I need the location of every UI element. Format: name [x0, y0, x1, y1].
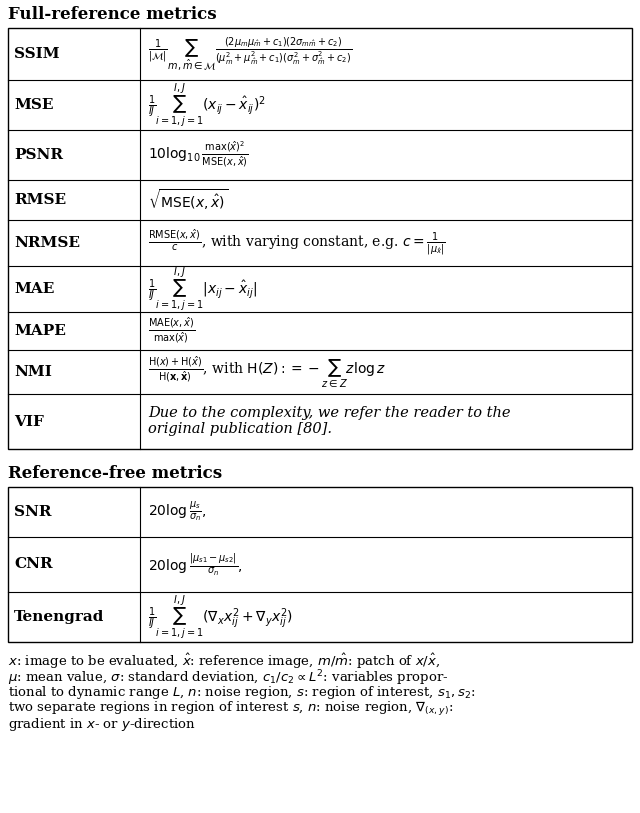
Bar	[8, 487, 632, 642]
Text: MAPE: MAPE	[14, 324, 66, 338]
Text: VIF: VIF	[14, 415, 44, 428]
Text: RMSE: RMSE	[14, 193, 66, 207]
Text: $\frac{1}{|\mathcal{M}|} \sum_{m,\hat{m}\in\mathcal{M}} \frac{(2\mu_m\mu_{\hat{m: $\frac{1}{|\mathcal{M}|} \sum_{m,\hat{m}…	[148, 35, 352, 72]
Text: SNR: SNR	[14, 505, 51, 519]
Text: $20\log\frac{\mu_s}{\sigma_n},$: $20\log\frac{\mu_s}{\sigma_n},$	[148, 500, 207, 524]
Text: tional to dynamic range $L$, $n$: noise region, $s$: region of interest, $s_1, s: tional to dynamic range $L$, $n$: noise …	[8, 684, 476, 701]
Text: $\frac{1}{IJ} \sum_{i=1,j=1}^{I,J}|x_{ij} - \hat{x}_{ij}|$: $\frac{1}{IJ} \sum_{i=1,j=1}^{I,J}|x_{ij…	[148, 265, 257, 313]
Text: Due to the complexity, we refer the reader to the: Due to the complexity, we refer the read…	[148, 406, 511, 420]
Text: Full-reference metrics: Full-reference metrics	[8, 6, 216, 23]
Text: two separate regions in region of interest $s$, $n$: noise region, $\nabla_{(x,y: two separate regions in region of intere…	[8, 700, 453, 718]
Text: $10\log_{10} \frac{\max(\hat{x})^2}{\mathrm{MSE}(x,\hat{x})}$: $10\log_{10} \frac{\max(\hat{x})^2}{\mat…	[148, 140, 249, 171]
Text: Tenengrad: Tenengrad	[14, 610, 104, 624]
Text: MAE: MAE	[14, 282, 54, 296]
Text: $20\log\frac{|\mu_{s1}-\mu_{s2}|}{\sigma_n},$: $20\log\frac{|\mu_{s1}-\mu_{s2}|}{\sigma…	[148, 551, 243, 578]
Text: $x$: image to be evaluated, $\hat{x}$: reference image, $m/\hat{m}$: patch of $x: $x$: image to be evaluated, $\hat{x}$: r…	[8, 652, 440, 672]
Text: MSE: MSE	[14, 98, 54, 112]
Bar	[8, 28, 632, 449]
Text: SSIM: SSIM	[14, 47, 60, 61]
Text: $\frac{1}{IJ} \sum_{i=1,j=1}^{I,J}(\nabla_x x_{ij}^2 + \nabla_y x_{ij}^2)$: $\frac{1}{IJ} \sum_{i=1,j=1}^{I,J}(\nabl…	[148, 593, 293, 641]
Text: NRMSE: NRMSE	[14, 236, 80, 250]
Text: Reference-free metrics: Reference-free metrics	[8, 465, 222, 482]
Text: $\frac{\mathrm{RMSE}(x,\hat{x})}{c}$, with varying constant, e.g. $c = \frac{1}{: $\frac{\mathrm{RMSE}(x,\hat{x})}{c}$, wi…	[148, 228, 446, 258]
Text: $\mu$: mean value, $\sigma$: standard deviation, $c_1/c_2 \propto L^2$: variable: $\mu$: mean value, $\sigma$: standard de…	[8, 668, 449, 688]
Text: $\frac{1}{IJ} \sum_{i=1,j=1}^{I,J}(x_{ij} - \hat{x}_{ij})^2$: $\frac{1}{IJ} \sum_{i=1,j=1}^{I,J}(x_{ij…	[148, 81, 266, 129]
Text: $\frac{\mathrm{MAE}(x,\hat{x})}{\max(\hat{x})}$: $\frac{\mathrm{MAE}(x,\hat{x})}{\max(\ha…	[148, 315, 195, 346]
Text: gradient in $x$- or $y$-direction: gradient in $x$- or $y$-direction	[8, 716, 196, 733]
Text: $\frac{\mathrm{H}(x)+\mathrm{H}(\hat{x})}{\mathrm{H}(\mathbf{x},\hat{\mathbf{x}}: $\frac{\mathrm{H}(x)+\mathrm{H}(\hat{x})…	[148, 354, 386, 389]
Text: PSNR: PSNR	[14, 148, 63, 162]
Text: $\sqrt{\mathrm{MSE}(x,\hat{x})}$: $\sqrt{\mathrm{MSE}(x,\hat{x})}$	[148, 188, 228, 212]
Text: original publication [80].: original publication [80].	[148, 421, 332, 436]
Text: NMI: NMI	[14, 365, 52, 379]
Text: CNR: CNR	[14, 558, 52, 572]
